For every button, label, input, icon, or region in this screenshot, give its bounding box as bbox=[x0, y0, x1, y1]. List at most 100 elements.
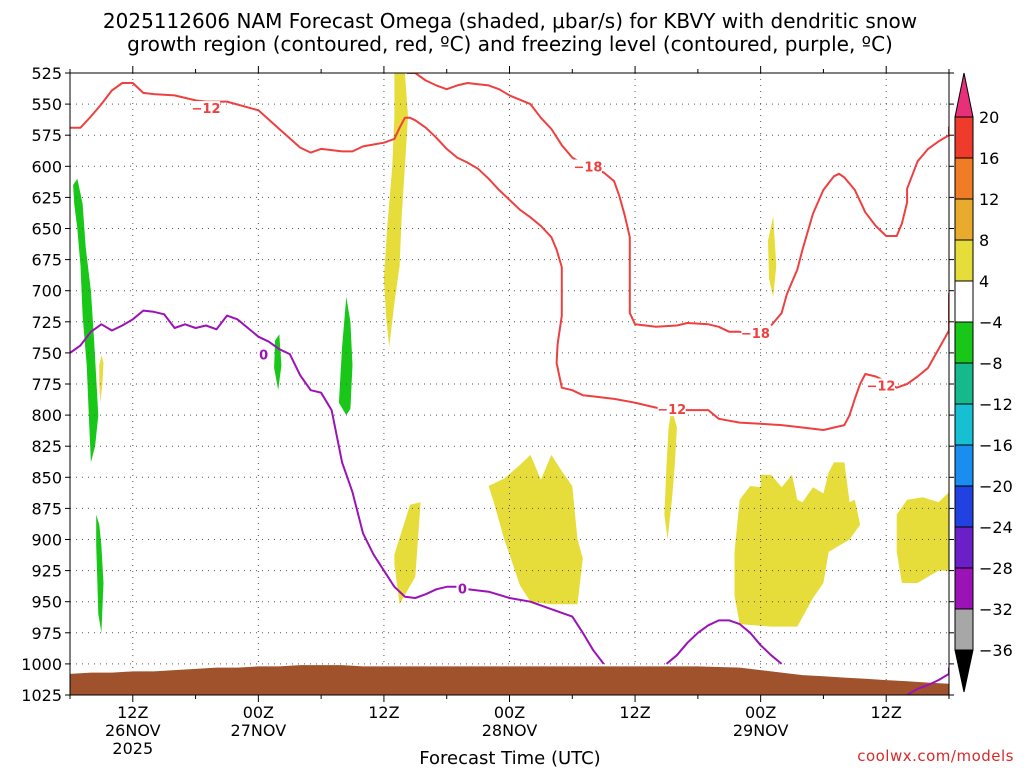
colorbar-band-12 bbox=[954, 608, 974, 651]
omega-positive-region-7 bbox=[896, 489, 949, 583]
y-tick-label-800: 800 bbox=[31, 406, 62, 425]
colorbar-label-6: −8 bbox=[979, 354, 1003, 373]
x-tick-label-42-1: 00Z bbox=[494, 703, 525, 722]
colorbar-label-10: −24 bbox=[979, 518, 1013, 537]
colorbar-band-6 bbox=[954, 362, 974, 405]
colorbar-band-0 bbox=[954, 116, 974, 159]
x-tick-label-66-2: 29NOV bbox=[733, 721, 789, 740]
colorbar-bottom-arrow bbox=[954, 649, 974, 693]
credit-text: coolwx.com/models bbox=[857, 747, 1014, 765]
contour-purple_zero_3 bbox=[906, 667, 949, 695]
chart-title-line1: 2025112606 NAM Forecast Omega (shaded, μ… bbox=[103, 9, 917, 33]
contour-red_minus12_upper bbox=[770, 126, 949, 327]
colorbar-label-13: −36 bbox=[979, 641, 1013, 660]
contour-label-red_minus12-0: −12 bbox=[192, 102, 221, 117]
y-tick-label-925: 925 bbox=[31, 562, 62, 581]
omega-positive-region-6 bbox=[734, 462, 861, 627]
colorbar-band-4 bbox=[954, 280, 974, 323]
y-tick-label-625: 625 bbox=[31, 188, 62, 207]
colorbar-label-0: 20 bbox=[979, 108, 999, 127]
omega-positive-region-4 bbox=[664, 408, 677, 540]
y-tick-label-975: 975 bbox=[31, 624, 62, 643]
plot-inner: −12 −12 −12 −18 −18 0 0 bbox=[70, 73, 949, 695]
omega-positive-region-5 bbox=[768, 216, 777, 297]
colorbar-label-8: −16 bbox=[979, 436, 1013, 455]
colorbar-band-9 bbox=[954, 485, 974, 528]
colorbar-top-arrow bbox=[954, 72, 974, 118]
colorbar-band-1 bbox=[954, 157, 974, 200]
colorbar-label-1: 16 bbox=[979, 149, 999, 168]
y-tick-label-650: 650 bbox=[31, 220, 62, 239]
y-tick-label-600: 600 bbox=[31, 157, 62, 176]
terrain-fill bbox=[70, 665, 949, 695]
colorbar-band-3 bbox=[954, 239, 974, 282]
contour-label-bg-red_minus18-1 bbox=[741, 326, 770, 341]
contour-label-bg-red_minus12-0 bbox=[192, 101, 221, 116]
contour-label-bg-red_minus12-2 bbox=[866, 378, 895, 393]
contour-label-purple_zero-1: 0 bbox=[458, 582, 467, 597]
colorbar-band-11 bbox=[954, 567, 974, 610]
x-tick-label-6-1: 12Z bbox=[117, 703, 148, 722]
y-tick-label-525: 525 bbox=[31, 64, 62, 83]
contour-label-bg-red_minus18-0 bbox=[573, 159, 602, 174]
y-tick-label-1000: 1000 bbox=[21, 655, 62, 674]
contour-purple_zero_2 bbox=[665, 619, 783, 665]
omega-negative-region-1 bbox=[96, 514, 104, 633]
colorbar-band-10 bbox=[954, 526, 974, 569]
y-tick-label-850: 850 bbox=[31, 468, 62, 487]
chart-title-line2: growth region (contoured, red, ºC) and f… bbox=[127, 32, 893, 56]
contour-label-red_minus18-1: −18 bbox=[741, 327, 770, 342]
y-tick-label-875: 875 bbox=[31, 499, 62, 518]
y-tick-label-675: 675 bbox=[31, 251, 62, 270]
omega-positive-region-3 bbox=[488, 454, 583, 605]
colorbar-label-3: 8 bbox=[979, 231, 989, 250]
contour-label-purple_zero-0: 0 bbox=[259, 348, 268, 363]
colorbar: 20 16 12 8 4 −4 −8 −12 −16 −20 −24 −28 −32 −36 bbox=[954, 72, 1013, 693]
contour-red_minus12 bbox=[70, 82, 949, 431]
x-tick-label-42-2: 28NOV bbox=[482, 721, 538, 740]
x-tick-label-6-3: 2025 bbox=[112, 739, 153, 758]
x-tick-label-30-1: 12Z bbox=[368, 703, 399, 722]
y-tick-label-550: 550 bbox=[31, 95, 62, 114]
contour-label-bg-red_minus12-1 bbox=[657, 402, 686, 417]
omega-positive-region-0 bbox=[383, 73, 408, 347]
x-axis-label: Forecast Time (UTC) bbox=[419, 748, 600, 768]
colorbar-label-11: −28 bbox=[979, 559, 1013, 578]
contour-label-bg-purple_zero-1 bbox=[456, 581, 469, 596]
colorbar-label-12: −32 bbox=[979, 600, 1013, 619]
colorbar-label-4: 4 bbox=[979, 272, 989, 291]
x-tick-label-18-2: 27NOV bbox=[231, 721, 287, 740]
omega-positive-region-2 bbox=[394, 502, 421, 605]
contour-label-red_minus12-2: −12 bbox=[866, 379, 895, 394]
colorbar-band-8 bbox=[954, 444, 974, 487]
y-tick-label-750: 750 bbox=[31, 344, 62, 363]
x-tick-label-78-1: 12Z bbox=[871, 703, 902, 722]
y-tick-label-1025: 1025 bbox=[21, 686, 62, 705]
colorbar-label-7: −12 bbox=[979, 395, 1013, 414]
y-tick-label-950: 950 bbox=[31, 593, 62, 612]
y-tick-label-775: 775 bbox=[31, 375, 62, 394]
contour-label-red_minus18-0: −18 bbox=[573, 161, 602, 176]
contour-label-red_minus12-1: −12 bbox=[657, 403, 686, 418]
contour-label-bg-purple_zero-0 bbox=[257, 347, 270, 362]
x-tick-label-6-2: 26NOV bbox=[105, 721, 161, 740]
plot-area: −12 −12 −12 −18 −18 0 0 525 550 575 600 625 650 675 70… bbox=[21, 64, 954, 758]
colorbar-band-7 bbox=[954, 403, 974, 446]
omega-positive-region-1 bbox=[99, 355, 104, 403]
x-tick-label-54-1: 12Z bbox=[619, 703, 650, 722]
contour-purple_zero bbox=[70, 309, 605, 665]
omega-negative-region-3 bbox=[338, 296, 353, 416]
colorbar-label-5: −4 bbox=[979, 313, 1003, 332]
colorbar-label-2: 12 bbox=[979, 190, 999, 209]
y-tick-label-725: 725 bbox=[31, 313, 62, 332]
omega-negative-region-0 bbox=[73, 178, 99, 463]
y-tick-label-700: 700 bbox=[31, 282, 62, 301]
colorbar-label-9: −20 bbox=[979, 477, 1013, 496]
colorbar-band-5 bbox=[954, 321, 974, 364]
y-tick-label-825: 825 bbox=[31, 437, 62, 456]
x-tick-label-18-1: 00Z bbox=[243, 703, 274, 722]
x-tick-label-66-1: 00Z bbox=[745, 703, 776, 722]
y-tick-label-575: 575 bbox=[31, 126, 62, 145]
y-tick-label-900: 900 bbox=[31, 531, 62, 550]
